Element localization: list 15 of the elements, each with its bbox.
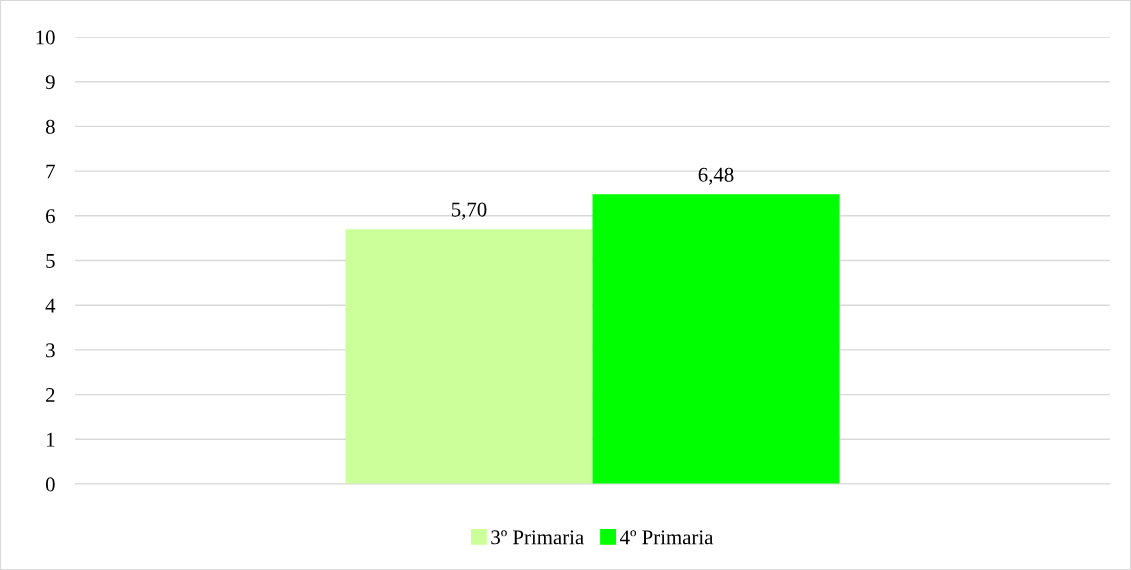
y-tick-label: 1 [46, 432, 55, 447]
y-tick-label: 10 [36, 30, 55, 45]
data-label: 6,48 [698, 167, 734, 185]
y-tick-label: 0 [45, 477, 55, 492]
y-tick-label: 9 [45, 75, 55, 90]
legend-label: 4º Primaria [619, 530, 714, 545]
y-tick-label: 6 [46, 209, 55, 224]
data-label: 5,70 [451, 202, 487, 220]
y-tick-label: 5 [46, 254, 55, 268]
legend-label: 3º Primaria [491, 530, 584, 545]
y-tick-label: 4 [45, 298, 56, 313]
y-tick-label: 8 [45, 119, 55, 134]
y-tick-label: 7 [46, 164, 55, 179]
y-tick-label: 2 [46, 388, 55, 402]
y-tick-label: 3 [46, 343, 55, 358]
